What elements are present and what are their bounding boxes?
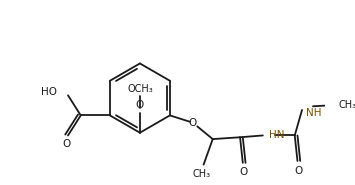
Text: NH: NH xyxy=(306,108,321,118)
Text: O: O xyxy=(240,167,248,177)
Text: O: O xyxy=(294,166,302,176)
Text: O: O xyxy=(189,118,197,128)
Text: O: O xyxy=(62,139,70,149)
Text: CH₃: CH₃ xyxy=(193,169,211,179)
Text: O: O xyxy=(136,100,144,110)
Text: CH₃: CH₃ xyxy=(338,100,355,110)
Text: HN: HN xyxy=(269,130,285,140)
Text: OCH₃: OCH₃ xyxy=(127,83,153,94)
Text: HO: HO xyxy=(41,87,57,97)
